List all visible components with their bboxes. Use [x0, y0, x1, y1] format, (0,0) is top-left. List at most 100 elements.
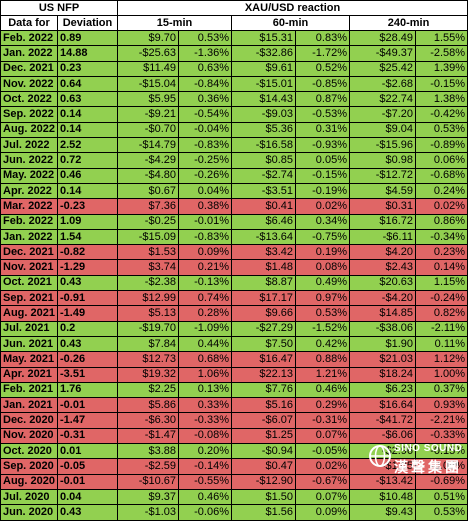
- row-240min-pct: 1.00%: [414, 366, 469, 383]
- row-15min-change: $5.13: [117, 305, 179, 322]
- row-60min-change: $7.50: [231, 335, 296, 353]
- row-date: Mar. 2022: [0, 198, 58, 215]
- row-15min-pct: -0.13%: [178, 274, 232, 292]
- row-60min-change: -$3.51: [231, 182, 296, 200]
- row-60min-change: $15.31: [231, 29, 296, 47]
- row-15min-change: $1.53: [117, 244, 179, 261]
- row-date: Jan. 2021: [0, 397, 58, 414]
- row-240min-pct: -2.11%: [414, 320, 469, 337]
- row-15min-change: $0.67: [117, 182, 179, 200]
- row-15min-change: $9.37: [117, 488, 179, 506]
- table-row: Feb. 2021 1.76 $2.25 0.13% $7.76 0.46% $6.23 0.…: [0, 381, 469, 399]
- row-15min-pct: -0.04%: [178, 121, 232, 139]
- row-15min-pct: 0.46%: [178, 488, 232, 506]
- row-60min-pct: 0.42%: [295, 335, 350, 353]
- row-date: Jul. 2020: [0, 488, 58, 506]
- row-deviation: 14.88: [57, 45, 118, 62]
- row-15min-change: -$2.59: [117, 458, 179, 475]
- row-240min-pct: 0.23%: [414, 244, 469, 261]
- row-240min-change: $22.74: [349, 91, 416, 108]
- reaction-title: XAU/USD reaction: [116, 0, 469, 16]
- row-60min-pct: -0.85%: [295, 75, 350, 93]
- row-240min-change: -$38.06: [349, 320, 416, 337]
- row-15min-change: $2.25: [117, 381, 179, 399]
- row-15min-change: -$15.04: [117, 75, 179, 93]
- row-240min-change: $28.49: [349, 29, 416, 47]
- row-15min-change: $12.99: [117, 290, 179, 307]
- row-60min-change: $16.47: [231, 351, 296, 368]
- row-date: Nov. 2020: [0, 427, 58, 445]
- row-15min-pct: -0.06%: [178, 504, 232, 521]
- row-60min-change: $0.47: [231, 458, 296, 475]
- row-15min-pct: 0.68%: [178, 351, 232, 368]
- table-row: Sep. 2022 0.14 -$9.21 -0.54% -$9.03 -0.53% -$7…: [0, 106, 469, 123]
- row-240min-change: -$6.06: [349, 427, 416, 445]
- row-60min-pct: 0.08%: [295, 259, 350, 276]
- row-60min-pct: -0.05%: [295, 443, 350, 460]
- row-date: Sep. 2021: [0, 290, 58, 307]
- col-60min-header: 60-min: [231, 15, 350, 31]
- row-60min-change: $1.56: [231, 504, 296, 521]
- row-240min-pct: -0.68%: [414, 167, 469, 184]
- table-row: Jun. 2022 0.72 -$4.29 -0.25% $0.85 0.05% $0.98…: [0, 152, 469, 169]
- row-15min-change: $5.86: [117, 397, 179, 414]
- row-240min-pct: 0.37%: [414, 381, 469, 399]
- row-date: Jul. 2021: [0, 320, 58, 337]
- row-60min-change: -$13.64: [231, 228, 296, 246]
- row-60min-pct: -0.67%: [295, 473, 350, 490]
- row-date: May. 2022: [0, 167, 58, 184]
- table-row: Oct. 2022 0.63 $5.95 0.36% $14.43 0.87% $22.74…: [0, 91, 469, 108]
- row-deviation: -1.49: [57, 305, 118, 322]
- row-240min-change: $0.98: [349, 152, 416, 169]
- row-60min-change: $0.41: [231, 198, 296, 215]
- row-60min-change: $14.43: [231, 91, 296, 108]
- row-60min-pct: -0.19%: [295, 182, 350, 200]
- row-date: Jan. 2022: [0, 45, 58, 62]
- row-date: Oct. 2020: [0, 443, 58, 460]
- table-row: May. 2021 -0.26 $12.73 0.68% $16.47 0.88% $21.…: [0, 351, 469, 368]
- row-240min-pct: 0.24%: [414, 182, 469, 200]
- row-15min-change: -$14.79: [117, 137, 179, 154]
- table-row: Jan. 2021 -0.01 $5.86 0.33% $5.16 0.29% $16.64…: [0, 397, 469, 414]
- row-60min-pct: -0.93%: [295, 137, 350, 154]
- row-240min-change: -$7.20: [349, 106, 416, 123]
- row-60min-pct: -1.72%: [295, 45, 350, 62]
- row-60min-pct: -0.31%: [295, 412, 350, 429]
- row-240min-change: $18.24: [349, 366, 416, 383]
- table-row: Dec. 2021 -0.82 $1.53 0.09% $3.42 0.19% $4.20 0…: [0, 244, 469, 261]
- row-240min-change: $9.43: [349, 504, 416, 521]
- row-240min-pct: 0.93%: [414, 397, 469, 414]
- row-15min-change: $7.36: [117, 198, 179, 215]
- row-15min-change: -$19.70: [117, 320, 179, 337]
- table-row: Jul. 2022 2.52 -$14.79 -0.83% -$16.58 -0.93% -…: [0, 137, 469, 154]
- row-date: Jun. 2020: [0, 504, 58, 521]
- row-60min-pct: 0.07%: [295, 427, 350, 445]
- row-date: Apr. 2021: [0, 366, 58, 383]
- row-15min-change: -$25.63: [117, 45, 179, 62]
- row-60min-change: -$6.07: [231, 412, 296, 429]
- row-date: May. 2021: [0, 351, 58, 368]
- row-60min-pct: 0.07%: [295, 488, 350, 506]
- globe-logo-icon: [369, 445, 391, 467]
- table-row: Sep. 2020 -0.05 -$2.59 -0.14% $0.47 0.02% -$1.…: [0, 458, 469, 475]
- row-deviation: 1.09: [57, 213, 118, 230]
- table-row: Jul. 2021 0.2 -$19.70 -1.09% -$27.29 -1.52% -$…: [0, 320, 469, 337]
- row-240min-pct: 0.53%: [414, 504, 469, 521]
- row-240min-change: $4.59: [349, 182, 416, 200]
- row-15min-pct: 0.28%: [178, 305, 232, 322]
- row-60min-pct: 0.34%: [295, 213, 350, 230]
- table-row: Nov. 2020 -0.31 -$1.47 -0.08% $1.25 0.07% -$6.…: [0, 427, 469, 445]
- row-240min-change: $6.23: [349, 381, 416, 399]
- row-15min-pct: 1.06%: [178, 366, 232, 383]
- row-60min-change: $0.85: [231, 152, 296, 169]
- row-60min-pct: 0.02%: [295, 458, 350, 475]
- row-60min-change: $7.76: [231, 381, 296, 399]
- row-15min-change: $9.70: [117, 29, 179, 47]
- table-row: Oct. 2021 0.43 -$2.38 -0.13% $8.87 0.49% $20.6…: [0, 274, 469, 292]
- row-60min-change: $5.36: [231, 121, 296, 139]
- row-60min-pct: 0.19%: [295, 244, 350, 261]
- row-date: Dec. 2020: [0, 412, 58, 429]
- row-15min-pct: -0.33%: [178, 412, 232, 429]
- row-240min-pct: 0.14%: [414, 259, 469, 276]
- row-60min-change: $6.46: [231, 213, 296, 230]
